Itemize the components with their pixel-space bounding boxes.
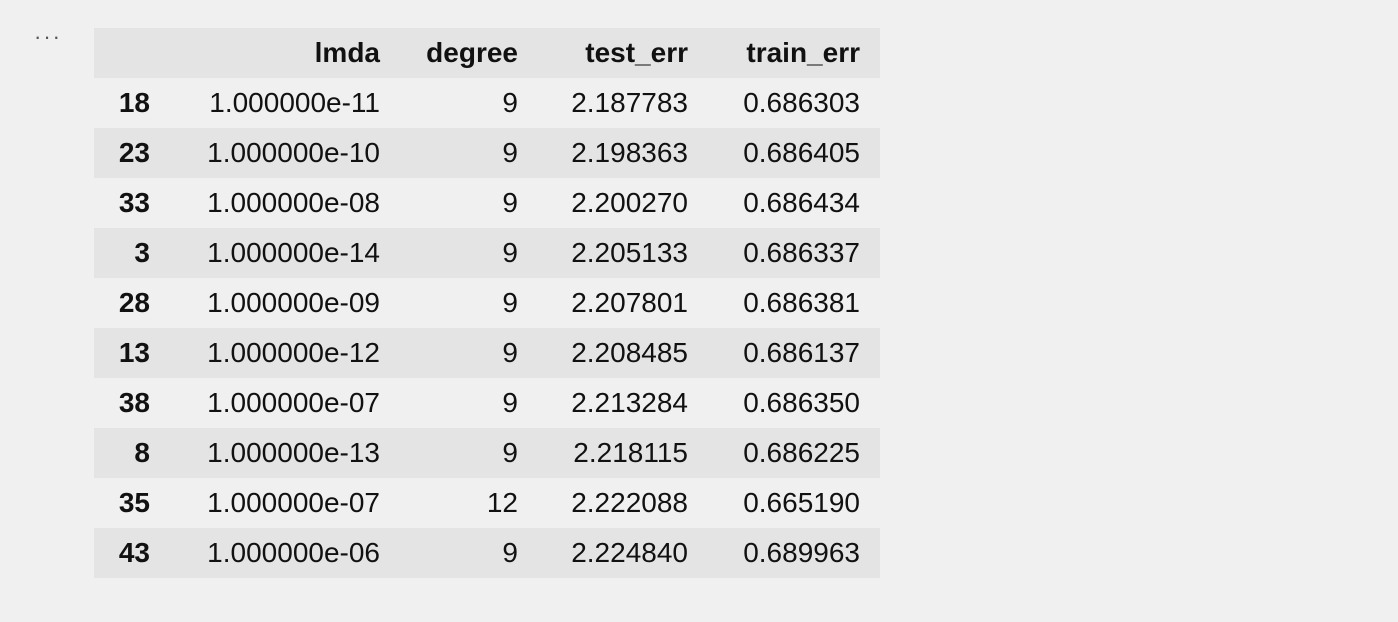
table-row: 18 1.000000e-11 9 2.187783 0.686303 xyxy=(94,78,880,128)
cell-train-err: 0.686137 xyxy=(743,337,860,368)
cell-lmda: 1.000000e-13 xyxy=(207,437,380,468)
row-index: 3 xyxy=(134,237,150,268)
cell-train-err: 0.689963 xyxy=(743,537,860,568)
cell-degree: 12 xyxy=(486,487,518,518)
table-row: 43 1.000000e-06 9 2.224840 0.689963 xyxy=(94,528,880,578)
cell-lmda: 1.000000e-11 xyxy=(209,87,380,118)
row-index: 33 xyxy=(118,187,150,218)
dataframe-output: lmda degree test_err train_err 18 1.0000… xyxy=(94,28,880,578)
cell-degree: 9 xyxy=(502,387,518,418)
table-row: 33 1.000000e-08 9 2.200270 0.686434 xyxy=(94,178,880,228)
row-index: 43 xyxy=(118,537,150,568)
row-index: 8 xyxy=(134,437,150,468)
cell-lmda: 1.000000e-09 xyxy=(207,287,380,318)
cell-train-err: 0.686337 xyxy=(743,237,860,268)
column-header-train-err: train_err xyxy=(746,37,860,68)
cell-test-err: 2.198363 xyxy=(571,137,688,168)
cell-degree: 9 xyxy=(502,87,518,118)
cell-test-err: 2.213284 xyxy=(571,387,688,418)
row-index: 38 xyxy=(118,387,150,418)
cell-lmda: 1.000000e-10 xyxy=(207,137,380,168)
cell-test-err: 2.187783 xyxy=(571,87,688,118)
table-row: 8 1.000000e-13 9 2.218115 0.686225 xyxy=(94,428,880,478)
dataframe-table: lmda degree test_err train_err 18 1.0000… xyxy=(94,28,880,578)
table-row: 3 1.000000e-14 9 2.205133 0.686337 xyxy=(94,228,880,278)
table-row: 35 1.000000e-07 12 2.222088 0.665190 xyxy=(94,478,880,528)
cell-lmda: 1.000000e-06 xyxy=(207,537,380,568)
cell-degree: 9 xyxy=(502,537,518,568)
row-index: 23 xyxy=(118,137,150,168)
cell-degree: 9 xyxy=(502,187,518,218)
table-row: 13 1.000000e-12 9 2.208485 0.686137 xyxy=(94,328,880,378)
cell-train-err: 0.665190 xyxy=(743,487,860,518)
row-index: 35 xyxy=(118,487,150,518)
cell-test-err: 2.208485 xyxy=(571,337,688,368)
cell-lmda: 1.000000e-12 xyxy=(207,337,380,368)
cell-output-menu-icon[interactable]: ··· xyxy=(34,24,62,49)
cell-test-err: 2.218115 xyxy=(573,437,688,468)
cell-test-err: 2.205133 xyxy=(571,237,688,268)
cell-degree: 9 xyxy=(502,237,518,268)
table-row: 23 1.000000e-10 9 2.198363 0.686405 xyxy=(94,128,880,178)
table-row: 38 1.000000e-07 9 2.213284 0.686350 xyxy=(94,378,880,428)
cell-train-err: 0.686381 xyxy=(743,287,860,318)
column-header-lmda: lmda xyxy=(314,37,380,68)
table-header-row: lmda degree test_err train_err xyxy=(94,28,880,78)
row-index: 18 xyxy=(118,87,150,118)
cell-train-err: 0.686434 xyxy=(743,187,860,218)
cell-degree: 9 xyxy=(502,137,518,168)
row-index: 13 xyxy=(118,337,150,368)
cell-degree: 9 xyxy=(502,437,518,468)
cell-lmda: 1.000000e-08 xyxy=(207,187,380,218)
cell-train-err: 0.686350 xyxy=(743,387,860,418)
cell-train-err: 0.686225 xyxy=(743,437,860,468)
cell-train-err: 0.686303 xyxy=(743,87,860,118)
cell-test-err: 2.207801 xyxy=(571,287,688,318)
cell-degree: 9 xyxy=(502,337,518,368)
cell-lmda: 1.000000e-07 xyxy=(207,387,380,418)
column-header-degree: degree xyxy=(426,37,518,68)
cell-test-err: 2.224840 xyxy=(571,537,688,568)
cell-lmda: 1.000000e-07 xyxy=(207,487,380,518)
table-row: 28 1.000000e-09 9 2.207801 0.686381 xyxy=(94,278,880,328)
cell-test-err: 2.200270 xyxy=(571,187,688,218)
column-header-index xyxy=(94,28,170,78)
row-index: 28 xyxy=(118,287,150,318)
column-header-test-err: test_err xyxy=(585,37,688,68)
cell-test-err: 2.222088 xyxy=(571,487,688,518)
cell-train-err: 0.686405 xyxy=(743,137,860,168)
cell-degree: 9 xyxy=(502,287,518,318)
cell-lmda: 1.000000e-14 xyxy=(207,237,380,268)
